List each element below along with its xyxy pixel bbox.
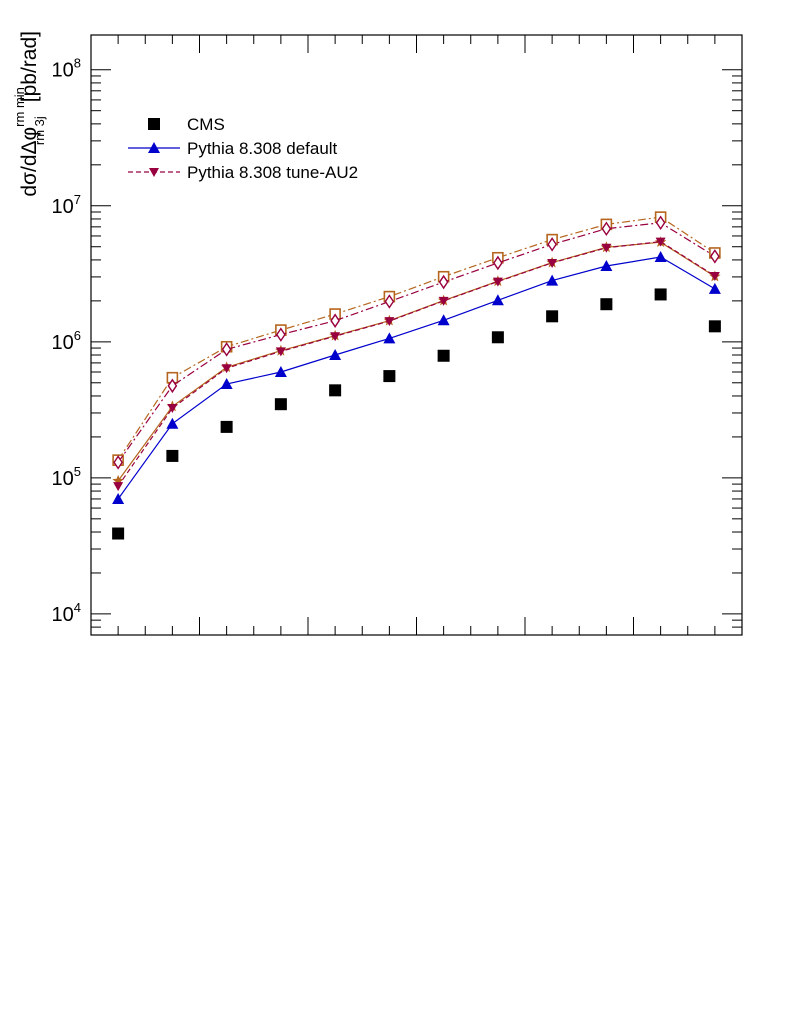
series-line — [117, 240, 716, 487]
data-point — [709, 271, 720, 281]
data-point — [112, 527, 125, 540]
data-point — [274, 366, 287, 378]
y-tick-label: 107 — [52, 192, 81, 218]
legend-label: Pythia 8.308 tune-AU2 — [187, 163, 358, 182]
y-tick-label: 104 — [52, 600, 81, 626]
data-point — [384, 294, 395, 309]
data-point — [166, 449, 179, 462]
legend-entry: CMS — [148, 115, 225, 134]
data-point — [329, 349, 342, 361]
data-point — [655, 215, 666, 231]
series-line — [117, 222, 716, 463]
data-point — [438, 296, 449, 306]
series-line — [117, 256, 716, 500]
y-tick-label: 108 — [52, 56, 81, 82]
series-pythia-8-308-tune-au2 — [113, 237, 720, 492]
data-point — [654, 251, 667, 263]
data-point — [274, 398, 287, 411]
data-point — [491, 294, 504, 306]
data-point — [383, 370, 396, 383]
data-point — [167, 378, 178, 394]
data-point — [437, 349, 450, 362]
data-point — [708, 282, 721, 294]
data-point — [437, 314, 450, 326]
data-point — [220, 420, 233, 433]
legend-entry: Pythia 8.308 tune-AU2 — [128, 163, 358, 182]
data-point — [221, 342, 232, 357]
data-point — [547, 237, 557, 252]
data-point — [384, 317, 395, 327]
y-tick-label: 106 — [52, 328, 81, 354]
data-point — [113, 482, 124, 492]
legend-label: CMS — [187, 115, 225, 134]
data-point — [167, 404, 178, 414]
data-point — [547, 258, 558, 268]
legend-entry: Pythia 8.308 default — [128, 139, 338, 158]
data-point — [330, 313, 340, 328]
data-point — [600, 259, 613, 271]
data-point — [601, 221, 612, 237]
axes: 104 105 106 107 108 — [52, 34, 743, 636]
data-point — [654, 288, 667, 301]
data-point — [438, 274, 449, 290]
data-point — [601, 243, 612, 253]
legend: CMS Pythia 8.308 default Pythia 8.308 tune… — [128, 115, 358, 182]
data-point — [708, 320, 721, 333]
series-cms — [112, 288, 721, 540]
legend-marker — [149, 168, 159, 177]
legend-marker — [148, 118, 160, 130]
data-point — [493, 255, 503, 271]
data-point — [329, 384, 342, 397]
series-extra-5 — [113, 215, 720, 470]
data-point — [383, 332, 396, 344]
data-point — [221, 364, 232, 374]
series-pythia-8-308-default — [112, 251, 721, 504]
data-point — [276, 327, 286, 342]
y-tick-label: 105 — [52, 464, 81, 490]
data-point — [166, 417, 179, 429]
data-point — [220, 377, 233, 389]
data-point — [491, 331, 504, 344]
data-point — [710, 249, 720, 264]
legend-marker — [148, 142, 160, 153]
y-axis-label-group: dσ/dΔφrm minrm 3j[pb/rad] — [12, 31, 47, 197]
data-point — [330, 332, 341, 342]
series-layer — [112, 211, 721, 540]
data-point — [275, 347, 286, 357]
legend-label: Pythia 8.308 default — [187, 139, 338, 158]
y-axis-label: dσ/dΔφrm minrm 3j[pb/rad] — [12, 31, 47, 197]
data-point — [655, 237, 666, 247]
data-point — [112, 492, 125, 504]
data-point — [492, 277, 503, 287]
data-point — [546, 274, 559, 286]
data-point — [600, 298, 613, 311]
series-line — [117, 216, 716, 461]
data-point — [113, 455, 123, 470]
data-point — [546, 310, 559, 323]
